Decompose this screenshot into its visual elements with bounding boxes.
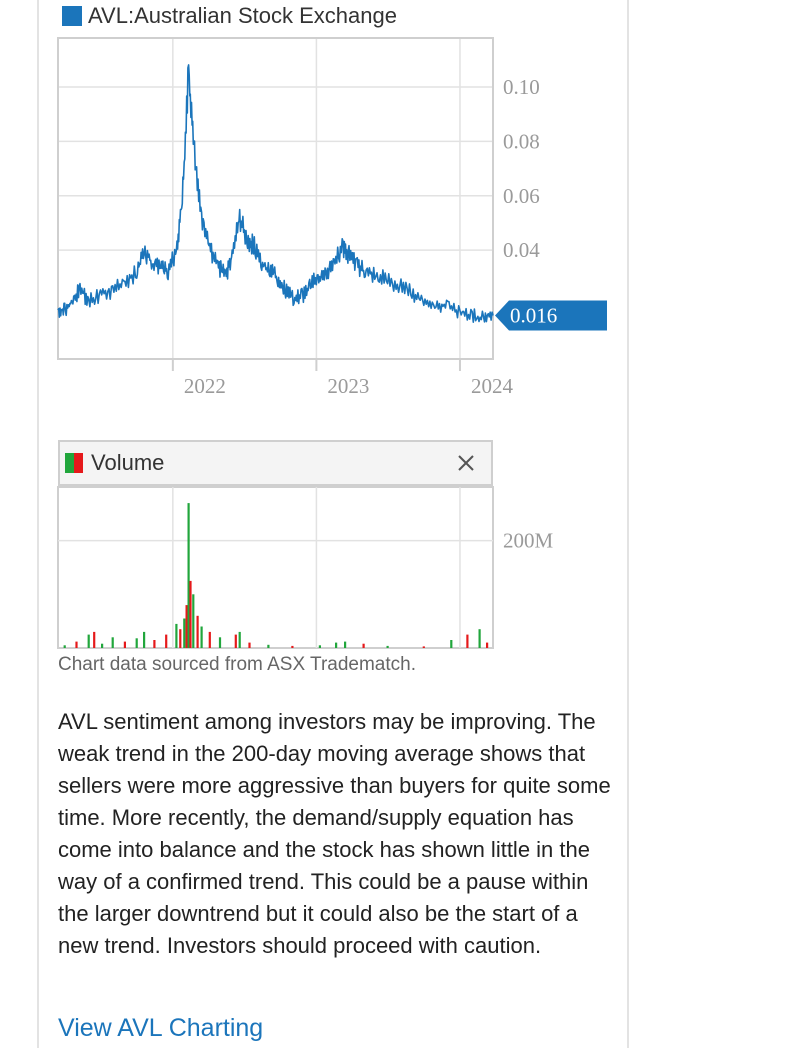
volume-bar (183, 618, 186, 648)
volume-legend-label: Volume (91, 450, 165, 475)
volume-bar (344, 641, 347, 648)
volume-bar (143, 631, 146, 648)
last-price-marker: 0.016 (495, 300, 607, 331)
volume-bar (486, 642, 489, 648)
volume-bar (466, 634, 469, 648)
volume-bar (318, 645, 321, 648)
volume-bar (93, 631, 96, 648)
volume-chart: 200M (57, 486, 554, 649)
volume-bar (63, 645, 66, 648)
close-volume-button[interactable] (451, 448, 481, 478)
volume-bar (248, 642, 251, 648)
volume-bar (234, 634, 237, 648)
volume-bar (189, 580, 192, 648)
price-legend-swatch (62, 6, 82, 26)
volume-bar (101, 643, 104, 648)
volume-bar (422, 646, 425, 648)
volume-panel-header: Volume (58, 440, 493, 486)
volume-y-ticks: 200M (503, 529, 554, 553)
price-y-tick-label: 0.04 (503, 238, 540, 262)
volume-bar (218, 637, 222, 648)
volume-bar (291, 645, 294, 648)
right-frame-border (627, 0, 629, 1048)
price-chart: 0.10 0.08 0.06 0.04 2022 2023 2024 0.016 (57, 37, 607, 398)
volume-grid (57, 486, 494, 649)
price-x-tick-label: 2023 (327, 374, 369, 398)
close-icon (458, 455, 474, 471)
volume-plot-border (57, 486, 494, 649)
sentiment-analysis-text: AVL sentiment among investors may be imp… (58, 709, 611, 958)
price-x-tick-label: 2024 (471, 374, 514, 398)
volume-bar (135, 638, 138, 648)
last-price-marker-shape (495, 300, 607, 331)
volume-bar (267, 644, 270, 648)
volume-bar (196, 615, 199, 648)
price-grid (58, 38, 493, 359)
volume-bar (75, 641, 78, 648)
volume-bar (179, 629, 182, 648)
volume-bar (111, 637, 114, 648)
price-plot-border (57, 37, 494, 360)
price-legend: AVL:Australian Stock Exchange (62, 3, 397, 29)
volume-bar (185, 605, 188, 648)
volume-bar (362, 643, 365, 648)
price-y-tick-label: 0.08 (503, 129, 540, 153)
view-charting-link[interactable]: View AVL Charting (58, 1014, 264, 1042)
volume-y-tick-label: 200M (503, 529, 554, 553)
volume-bar (208, 631, 211, 648)
volume-bar (87, 634, 90, 648)
volume-bar (200, 626, 203, 648)
left-frame-border (37, 0, 39, 1048)
price-line (57, 64, 494, 323)
data-source-note: Chart data sourced from ASX Tradematch. (58, 654, 417, 675)
price-legend-label: AVL:Australian Stock Exchange (88, 3, 397, 28)
price-x-ticks: 2022 2023 2024 (171, 359, 514, 398)
volume-bar (335, 642, 338, 648)
volume-bar (238, 631, 241, 648)
volume-bar (187, 503, 190, 648)
price-y-tick-label: 0.10 (503, 75, 540, 99)
volume-bar (153, 640, 156, 648)
volume-bars (63, 503, 489, 648)
volume-bar (478, 629, 481, 648)
volume-bar (165, 634, 168, 648)
price-y-ticks: 0.10 0.08 0.06 0.04 (503, 75, 540, 262)
volume-bar (192, 594, 195, 648)
price-y-tick-label: 0.06 (503, 184, 540, 208)
volume-bar (123, 641, 126, 648)
volume-bar (175, 623, 178, 648)
volume-bar (386, 645, 389, 648)
last-price-label: 0.016 (510, 303, 557, 327)
volume-bar (450, 640, 453, 648)
volume-legend-swatch (65, 453, 83, 473)
price-x-tick-label: 2022 (184, 374, 226, 398)
